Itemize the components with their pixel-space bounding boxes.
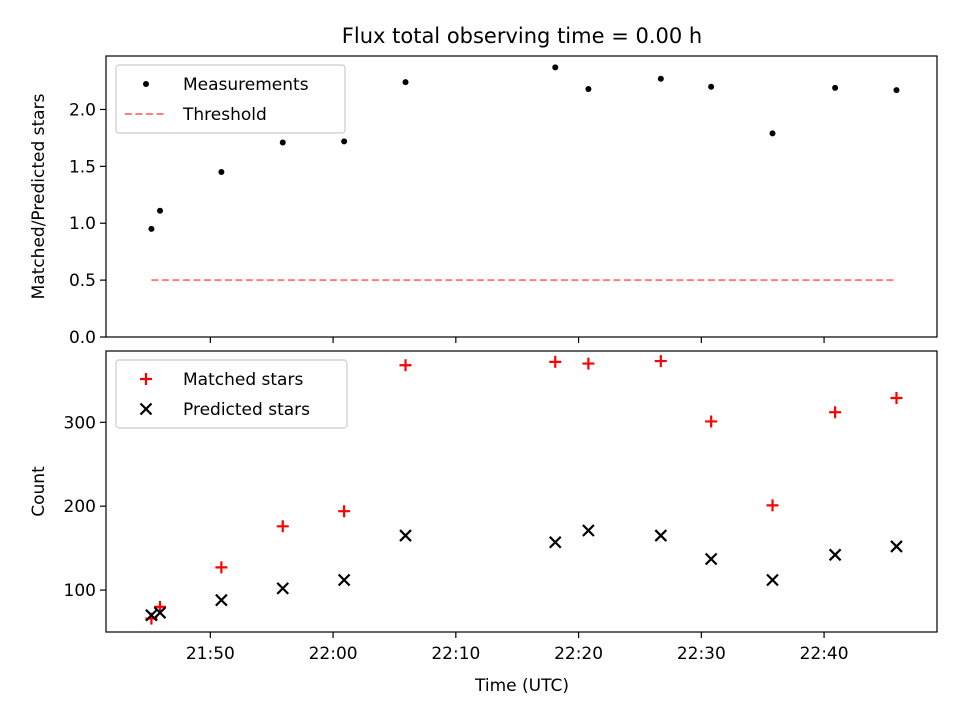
matched-stars-point <box>215 561 228 574</box>
x-tick-label: 22:20 <box>554 644 603 664</box>
legend-predicted-marker <box>139 402 153 416</box>
measurement-point <box>341 138 348 145</box>
matched-stars-point <box>829 406 842 419</box>
measurement-point <box>769 130 776 137</box>
predicted-stars-point <box>704 552 718 566</box>
x-axis-label: Time (UTC) <box>474 676 569 696</box>
x-tick-label: 22:10 <box>431 644 480 664</box>
axes-frame <box>105 350 938 633</box>
x-tick-label: 21:50 <box>186 644 235 664</box>
predicted-stars-point <box>276 582 290 595</box>
measurement-point <box>552 64 559 71</box>
matched-stars-point <box>338 505 351 518</box>
legend-measurement-marker <box>143 81 149 87</box>
predicted-stars-point <box>654 529 668 542</box>
y-tick-label: 0.5 <box>69 271 96 291</box>
measurement-point <box>893 87 900 94</box>
matched-stars-point <box>154 600 167 613</box>
predicted-stars-point <box>399 529 412 542</box>
legend-label: Matched stars <box>183 370 303 390</box>
x-tick-label: 22:30 <box>677 644 726 664</box>
panel-counts: 100 200 300 21:50 22:00 22:10 22:20 22:30 22:40 C… <box>29 350 938 664</box>
measurement-point <box>657 75 664 82</box>
matched-stars-point <box>705 415 718 428</box>
matched-stars-point <box>890 391 903 404</box>
matched-stars-point <box>654 355 667 368</box>
measurement-point <box>148 225 155 232</box>
predicted-stars-point <box>337 573 351 587</box>
x-tick-label: 22:40 <box>800 644 849 664</box>
chart-title: Flux total observing time = 0.00 h <box>342 24 702 48</box>
matched-stars-point <box>276 520 289 533</box>
predicted-stars-point <box>215 593 228 607</box>
y-tick-label: 2.0 <box>69 100 96 120</box>
matched-stars-point <box>582 357 595 370</box>
predicted-stars-point <box>766 573 779 587</box>
measurement-point <box>832 84 839 91</box>
legend-matched-marker <box>140 373 152 385</box>
predicted-stars-point <box>145 608 158 622</box>
panel-ratio: 0.0 0.5 1.0 1.5 2.0 Matched/Predicted stars Me… <box>29 55 938 348</box>
axes-frame <box>105 55 938 338</box>
legend-label: Measurements <box>183 75 309 95</box>
legend-label: Threshold <box>182 105 267 125</box>
y-axis-label: Count <box>29 466 49 517</box>
y-tick-label: 100 <box>64 581 96 601</box>
x-tick-label: 22:00 <box>309 644 358 664</box>
predicted-stars-point <box>828 548 842 562</box>
legend: Measurements Threshold <box>115 64 346 134</box>
matched-stars-point <box>549 355 562 368</box>
measurement-point <box>279 139 286 146</box>
measurement-point <box>585 85 592 92</box>
matched-stars-point <box>399 359 412 372</box>
legend-box <box>115 359 348 429</box>
measurement-point <box>402 79 409 86</box>
measurement-point <box>157 207 164 214</box>
y-tick-label: 1.5 <box>69 157 96 177</box>
measurement-point <box>708 83 715 90</box>
legend-label: Predicted stars <box>183 400 310 420</box>
predicted-stars-point <box>153 606 167 619</box>
y-tick-label: 0.0 <box>69 328 96 348</box>
legend-box <box>115 64 346 134</box>
y-tick-label: 1.0 <box>69 214 96 234</box>
legend: Matched stars Predicted stars <box>115 359 348 429</box>
y-tick-label: 300 <box>64 413 96 433</box>
predicted-stars-point <box>582 524 595 537</box>
matched-stars-point <box>766 499 779 512</box>
predicted-stars-point <box>548 535 562 549</box>
y-axis-label: Matched/Predicted stars <box>29 93 49 299</box>
measurement-point <box>218 169 225 176</box>
y-tick-label: 200 <box>64 497 96 517</box>
predicted-stars-point <box>890 540 903 553</box>
